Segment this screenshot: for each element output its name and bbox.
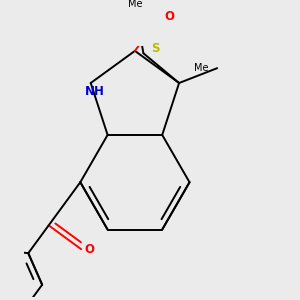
- Text: NH: NH: [85, 85, 105, 98]
- Text: O: O: [164, 10, 174, 22]
- Text: S: S: [151, 43, 159, 56]
- Text: Me: Me: [128, 0, 142, 9]
- Text: O: O: [85, 243, 95, 256]
- Text: Me: Me: [194, 63, 208, 73]
